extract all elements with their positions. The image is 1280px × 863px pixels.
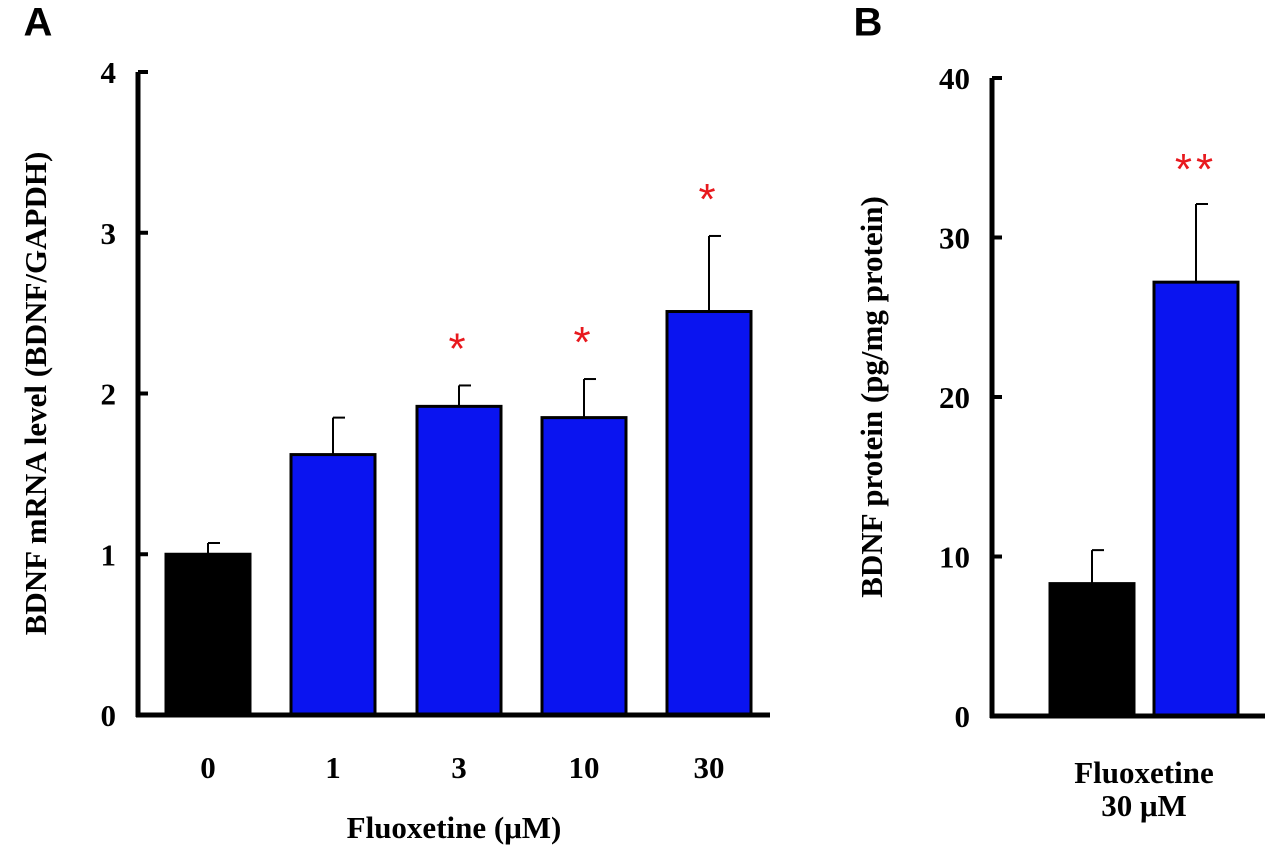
bar-1 [1152,280,1240,718]
bar-3 [540,416,628,717]
bar-2 [415,404,503,717]
group-label-line-0: Fluoxetine [1074,755,1214,790]
bar-0 [1048,582,1136,718]
significance-marker-3: * [573,318,594,367]
y-tick-label-4: 4 [101,55,117,90]
panel-label: A [24,1,53,45]
x-tick-label-2: 3 [451,750,467,785]
x-tick-label-3: 10 [569,750,600,785]
group-label-line-1: 30 μM [1101,788,1187,823]
x-tick-label-4: 30 [694,750,725,785]
y-axis-title: BDNF protein (pg/mg protein) [854,196,889,598]
y-axis-title: BDNF mRNA level (BDNF/GAPDH) [18,152,53,636]
x-tick-label-1: 1 [325,750,341,785]
panel-label: B [854,1,883,45]
y-tick-label-3: 3 [101,216,117,251]
bar-4 [665,310,753,717]
significance-marker-1: ** [1175,145,1217,194]
x-tick-label-0: 0 [200,750,216,785]
y-tick-label-0: 0 [101,698,117,733]
y-tick-label-2: 2 [101,377,117,412]
significance-marker-2: * [448,324,469,373]
y-tick-label-2: 20 [939,380,970,415]
y-tick-label-3: 30 [939,221,970,256]
y-tick-label-1: 1 [101,537,117,572]
y-tick-label-0: 0 [955,699,971,734]
significance-marker-4: * [698,175,719,224]
panel-a: A 0 1 * 3 * 10 * 30 0 1 2 3 4 BDNF mRNA level (BDNF/GA… [18,1,770,845]
bar-1 [289,453,377,717]
y-tick-label-1: 10 [939,540,970,575]
x-axis-title: Fluoxetine (μM) [347,810,562,845]
y-tick-label-4: 40 [939,61,970,96]
bar-0 [164,552,252,717]
panel-b: B ** 0 10 20 30 40 BDNF protein (pg/mg protein)… [854,1,1265,823]
